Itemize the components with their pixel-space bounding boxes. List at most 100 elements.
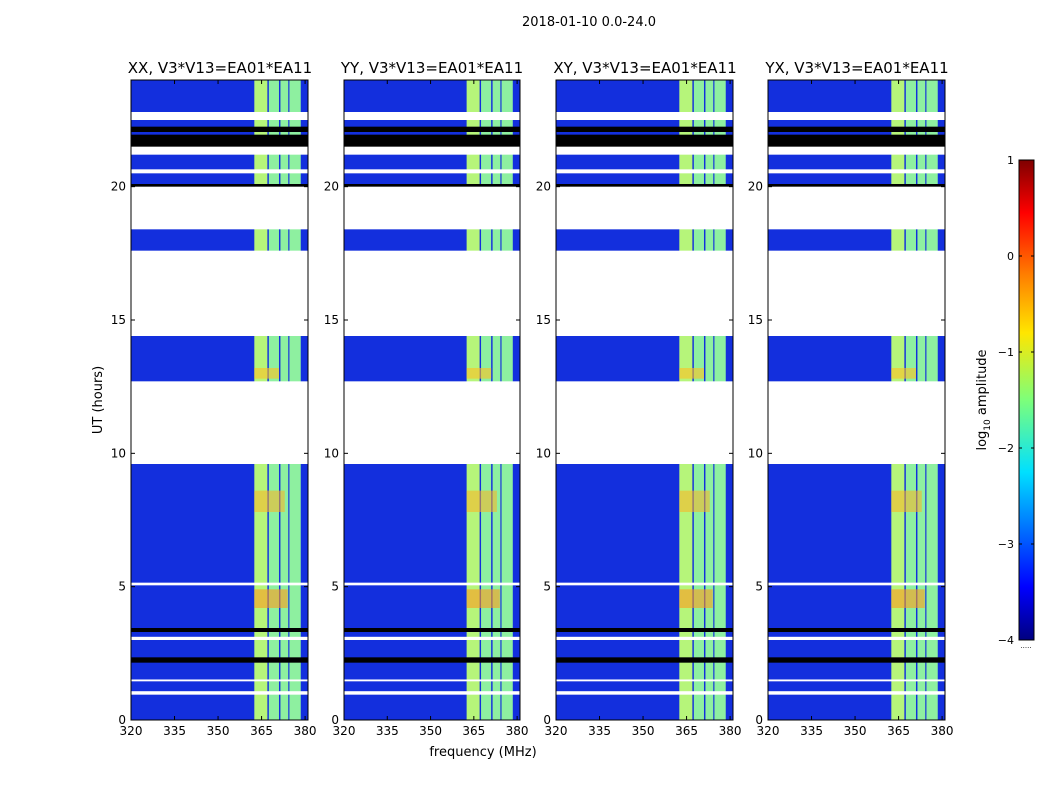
gap-bar — [131, 381, 308, 464]
x-tick-label: 350 — [419, 724, 442, 738]
gap-bar — [131, 186, 308, 230]
panel-title-4: YX, V3*V13=EA01*EA11 — [764, 59, 948, 77]
gap-bar — [131, 691, 308, 695]
colorbar-tick-label: −2 — [998, 442, 1014, 455]
x-tick-label: 350 — [844, 724, 867, 738]
colorbar-footnote: ..... — [1020, 642, 1031, 650]
y-tick-label: 15 — [324, 313, 339, 327]
gap-bar — [344, 636, 520, 640]
x-tick-label: 350 — [207, 724, 230, 738]
gap-bar — [131, 169, 308, 174]
gap-bar — [131, 250, 308, 336]
gap-bar — [768, 636, 945, 640]
y-tick-label: 20 — [748, 180, 763, 194]
flag-bar — [344, 134, 520, 148]
y-tick-label: 15 — [536, 313, 551, 327]
hot-spot — [254, 368, 279, 379]
panel-title-1: XX, V3*V13=EA01*EA11 — [128, 59, 312, 77]
y-tick-label: 5 — [118, 580, 126, 594]
gap-bar — [768, 146, 945, 155]
gap-bar — [131, 636, 308, 640]
gap-bar — [344, 112, 520, 120]
flag-bar — [556, 657, 733, 663]
x-tick-label: 365 — [462, 724, 485, 738]
x-tick-label: 335 — [800, 724, 823, 738]
gap-bar — [344, 186, 520, 230]
x-tick-label: 380 — [506, 724, 529, 738]
hot-spot — [679, 490, 710, 512]
gap-bar — [344, 691, 520, 695]
hot-spot — [891, 490, 922, 512]
x-tick-label: 365 — [250, 724, 273, 738]
y-tick-label: 0 — [331, 713, 339, 727]
y-tick-label: 5 — [331, 580, 339, 594]
panel-title-3: XY, V3*V13=EA01*EA11 — [553, 59, 736, 77]
hot-spot — [679, 589, 713, 608]
gap-bar — [768, 186, 945, 230]
chart-title: 2018-01-10 0.0-24.0 — [522, 15, 656, 30]
flag-bar — [768, 126, 945, 132]
y-tick-label: 5 — [543, 580, 551, 594]
colorbar-tick-label: −4 — [998, 634, 1014, 647]
y-tick-label: 0 — [755, 713, 763, 727]
gap-bar — [556, 691, 733, 695]
x-tick-label: 365 — [675, 724, 698, 738]
y-tick-label: 10 — [748, 446, 763, 460]
gap-bar — [556, 381, 733, 464]
colorbar-tick-label: 1 — [1007, 154, 1014, 167]
flag-bar — [768, 657, 945, 663]
gap-bar — [131, 582, 308, 586]
hot-spot — [466, 589, 500, 608]
x-axis-label: frequency (MHz) — [429, 745, 536, 760]
y-tick-label: 5 — [755, 580, 763, 594]
plot-frame — [130, 79, 309, 721]
flag-bar — [131, 126, 308, 132]
gap-bar — [768, 679, 945, 682]
hot-spot — [891, 589, 925, 608]
y-tick-label: 10 — [324, 446, 339, 460]
x-tick-label: 350 — [632, 724, 655, 738]
gap-bar — [344, 381, 520, 464]
y-tick-label: 20 — [324, 180, 339, 194]
gap-bar — [556, 679, 733, 682]
gap-bar — [556, 146, 733, 155]
x-tick-label: 335 — [376, 724, 399, 738]
x-tick-label: 335 — [588, 724, 611, 738]
gap-bar — [131, 679, 308, 682]
gap-bar — [768, 582, 945, 586]
gap-bar — [344, 582, 520, 586]
x-tick-label: 380 — [294, 724, 317, 738]
hot-spot — [254, 490, 285, 512]
panel-3: XY, V3*V13=EA01*EA11 320 335 350 365 380 0 5 10… — [536, 59, 742, 738]
y-axis-label: UT (hours) — [91, 366, 106, 434]
plot-frame — [343, 79, 521, 721]
gap-bar — [768, 691, 945, 695]
flag-bar — [131, 628, 308, 632]
panel-1: XX, V3*V13=EA01*EA11 320 335 350 365 380 0 5 10… — [111, 59, 317, 738]
gap-bar — [344, 169, 520, 174]
colorbar-gradient — [1018, 159, 1035, 641]
flag-bar — [131, 657, 308, 663]
x-tick-label: 320 — [333, 724, 356, 738]
gap-bar — [556, 169, 733, 174]
y-tick-label: 0 — [118, 713, 126, 727]
gap-bar — [344, 679, 520, 682]
y-tick-label: 15 — [748, 313, 763, 327]
flag-bar — [131, 134, 308, 148]
y-tick-label: 15 — [111, 313, 126, 327]
gap-bar — [768, 169, 945, 174]
colorbar-tick-label: −1 — [998, 346, 1014, 359]
gap-bar — [768, 381, 945, 464]
gap-bar — [344, 250, 520, 336]
flag-bar — [768, 628, 945, 632]
hot-spot — [254, 589, 288, 608]
gap-bar — [131, 146, 308, 155]
x-tick-label: 320 — [120, 724, 143, 738]
y-tick-label: 10 — [536, 446, 551, 460]
hot-spot — [679, 368, 704, 379]
gap-bar — [768, 112, 945, 120]
flag-bar — [344, 126, 520, 132]
plot-frame — [767, 79, 946, 721]
y-tick-label: 20 — [111, 180, 126, 194]
